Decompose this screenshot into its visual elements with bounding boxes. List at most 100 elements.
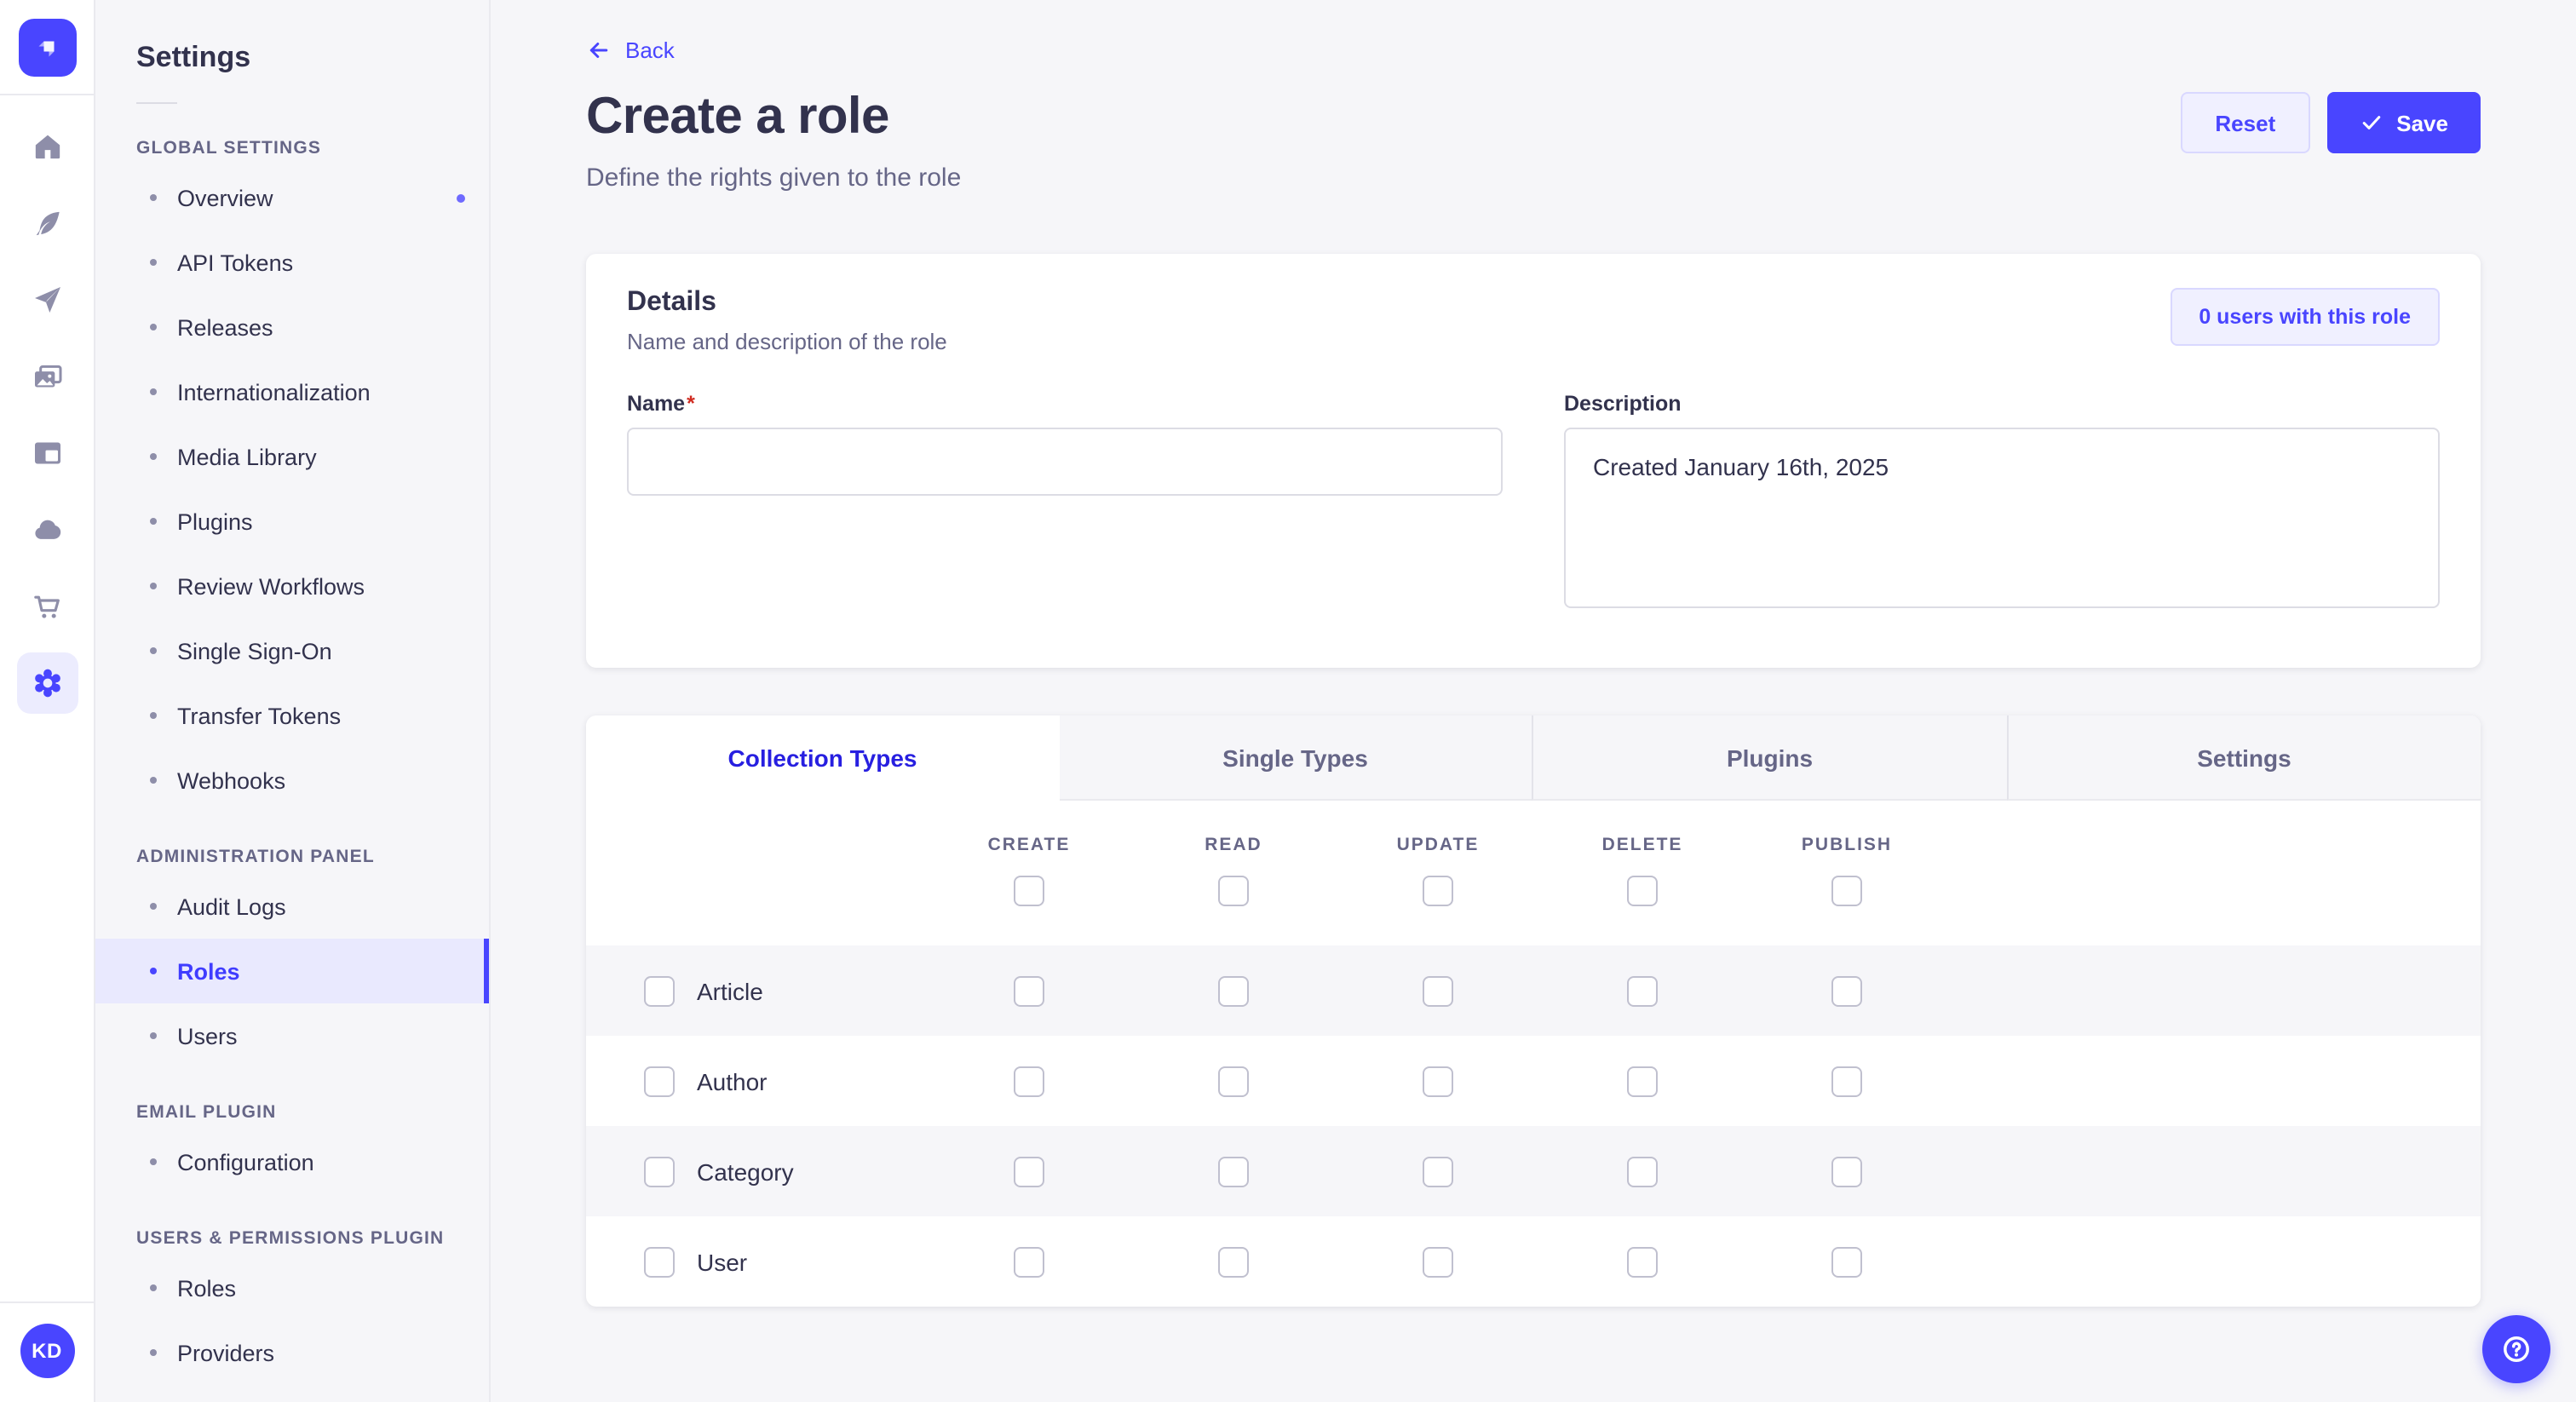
article-publish-checkbox[interactable] (1831, 975, 1862, 1006)
user-avatar[interactable]: KD (20, 1324, 74, 1378)
cloud-icon[interactable] (16, 499, 78, 560)
subnav-item-audit-logs[interactable]: Audit Logs (95, 874, 489, 939)
subnav-item-configuration[interactable]: Configuration (95, 1129, 489, 1194)
bullet-icon (150, 583, 157, 589)
article-read-checkbox[interactable] (1218, 975, 1249, 1006)
subnav-item-roles-active[interactable]: Roles (95, 939, 489, 1003)
select-all-publish-checkbox[interactable] (1831, 876, 1862, 906)
media-library-icon[interactable] (16, 346, 78, 407)
details-card: Details Name and description of the role… (586, 254, 2481, 668)
category-create-checkbox[interactable] (1014, 1156, 1044, 1187)
layout-icon[interactable] (16, 422, 78, 484)
subnav-item-webhooks[interactable]: Webhooks (95, 748, 489, 813)
rail-bottom: KD (0, 1301, 94, 1402)
subnav-item-label: Users (177, 1023, 238, 1049)
description-label: Description (1564, 392, 1682, 416)
tab-plugins[interactable]: Plugins (1532, 715, 2006, 801)
subnav-item-api-tokens[interactable]: API Tokens (95, 230, 489, 295)
author-select-checkbox[interactable] (644, 1066, 675, 1096)
category-select-checkbox[interactable] (644, 1156, 675, 1187)
main-content: Back Create a role Define the rights giv… (491, 0, 2576, 1402)
details-subheading: Name and description of the role (627, 329, 947, 354)
subnav-item-overview[interactable]: Overview (95, 165, 489, 230)
bullet-icon (150, 777, 157, 784)
subnav-item-providers[interactable]: Providers (95, 1320, 489, 1385)
settings-gear-icon[interactable] (16, 652, 78, 714)
users-with-role-button[interactable]: 0 users with this role (2170, 288, 2440, 346)
cart-icon[interactable] (16, 576, 78, 637)
article-select-checkbox[interactable] (644, 975, 675, 1006)
subnav-item-media-library[interactable]: Media Library (95, 424, 489, 489)
strapi-logo-icon[interactable] (18, 18, 76, 76)
subnav-item-up-roles[interactable]: Roles (95, 1255, 489, 1320)
user-create-checkbox[interactable] (1014, 1246, 1044, 1277)
author-create-checkbox[interactable] (1014, 1066, 1044, 1096)
author-update-checkbox[interactable] (1423, 1066, 1453, 1096)
subnav-item-users[interactable]: Users (95, 1003, 489, 1068)
logo-cell (0, 0, 94, 95)
back-link[interactable]: Back (586, 37, 675, 63)
subnav-item-label: Review Workflows (177, 573, 365, 599)
save-label: Save (2396, 110, 2448, 135)
subnav-item-releases[interactable]: Releases (95, 295, 489, 359)
author-read-checkbox[interactable] (1218, 1066, 1249, 1096)
bullet-icon (150, 259, 157, 266)
paper-plane-icon[interactable] (16, 269, 78, 330)
select-all-create-checkbox[interactable] (1014, 876, 1044, 906)
bullet-icon (150, 1032, 157, 1039)
bullet-icon (150, 968, 157, 974)
save-button[interactable]: Save (2326, 92, 2481, 153)
user-delete-checkbox[interactable] (1627, 1246, 1658, 1277)
reset-button[interactable]: Reset (2181, 92, 2310, 153)
subnav-item-transfer-tokens[interactable]: Transfer Tokens (95, 683, 489, 748)
category-read-checkbox[interactable] (1218, 1156, 1249, 1187)
help-button[interactable] (2482, 1315, 2550, 1383)
subnav-item-internationalization[interactable]: Internationalization (95, 359, 489, 424)
tab-label: Collection Types (727, 744, 917, 772)
tab-collection-types[interactable]: Collection Types (586, 715, 1059, 801)
subnav-item-review-workflows[interactable]: Review Workflows (95, 554, 489, 618)
subnav-item-label: Configuration (177, 1149, 314, 1175)
tab-label: Settings (2197, 744, 2291, 771)
tab-label: Single Types (1222, 744, 1368, 771)
user-update-checkbox[interactable] (1423, 1246, 1453, 1277)
article-delete-checkbox[interactable] (1627, 975, 1658, 1006)
subnav-item-plugins[interactable]: Plugins (95, 489, 489, 554)
author-delete-checkbox[interactable] (1627, 1066, 1658, 1096)
description-textarea[interactable]: Created January 16th, 2025 (1564, 428, 2440, 608)
subnav-item-label: Roles (177, 1275, 237, 1301)
name-input[interactable] (627, 428, 1503, 496)
home-icon[interactable] (16, 116, 78, 177)
section-administration-panel: ADMINISTRATION PANEL (136, 847, 375, 867)
article-create-checkbox[interactable] (1014, 975, 1044, 1006)
row-label: Author (697, 1067, 768, 1095)
column-header-publish: PUBLISH (1801, 835, 1893, 855)
section-global-settings: GLOBAL SETTINGS (136, 138, 322, 158)
bullet-icon (150, 903, 157, 910)
tab-single-types[interactable]: Single Types (1059, 715, 1532, 801)
subnav-item-label: Providers (177, 1340, 275, 1365)
category-delete-checkbox[interactable] (1627, 1156, 1658, 1187)
category-update-checkbox[interactable] (1423, 1156, 1453, 1187)
tab-settings[interactable]: Settings (2006, 715, 2481, 801)
author-publish-checkbox[interactable] (1831, 1066, 1862, 1096)
user-publish-checkbox[interactable] (1831, 1246, 1862, 1277)
user-read-checkbox[interactable] (1218, 1246, 1249, 1277)
user-select-checkbox[interactable] (644, 1246, 675, 1277)
column-header-delete: DELETE (1601, 835, 1683, 855)
row-label: User (697, 1248, 748, 1275)
question-mark-icon (2504, 1336, 2529, 1362)
category-publish-checkbox[interactable] (1831, 1156, 1862, 1187)
subnav-item-single-sign-on[interactable]: Single Sign-On (95, 618, 489, 683)
select-all-delete-checkbox[interactable] (1627, 876, 1658, 906)
column-header-create: CREATE (987, 835, 1071, 855)
bullet-icon (150, 388, 157, 395)
permissions-table-header: CREATE READ UPDATE DELETE PUBLISH (586, 801, 2481, 945)
select-all-read-checkbox[interactable] (1218, 876, 1249, 906)
article-update-checkbox[interactable] (1423, 975, 1453, 1006)
feather-icon[interactable] (16, 192, 78, 254)
subnav-item-label: Releases (177, 314, 273, 340)
bullet-icon (150, 194, 157, 201)
permission-row-user: User (586, 1216, 2481, 1307)
select-all-update-checkbox[interactable] (1423, 876, 1453, 906)
